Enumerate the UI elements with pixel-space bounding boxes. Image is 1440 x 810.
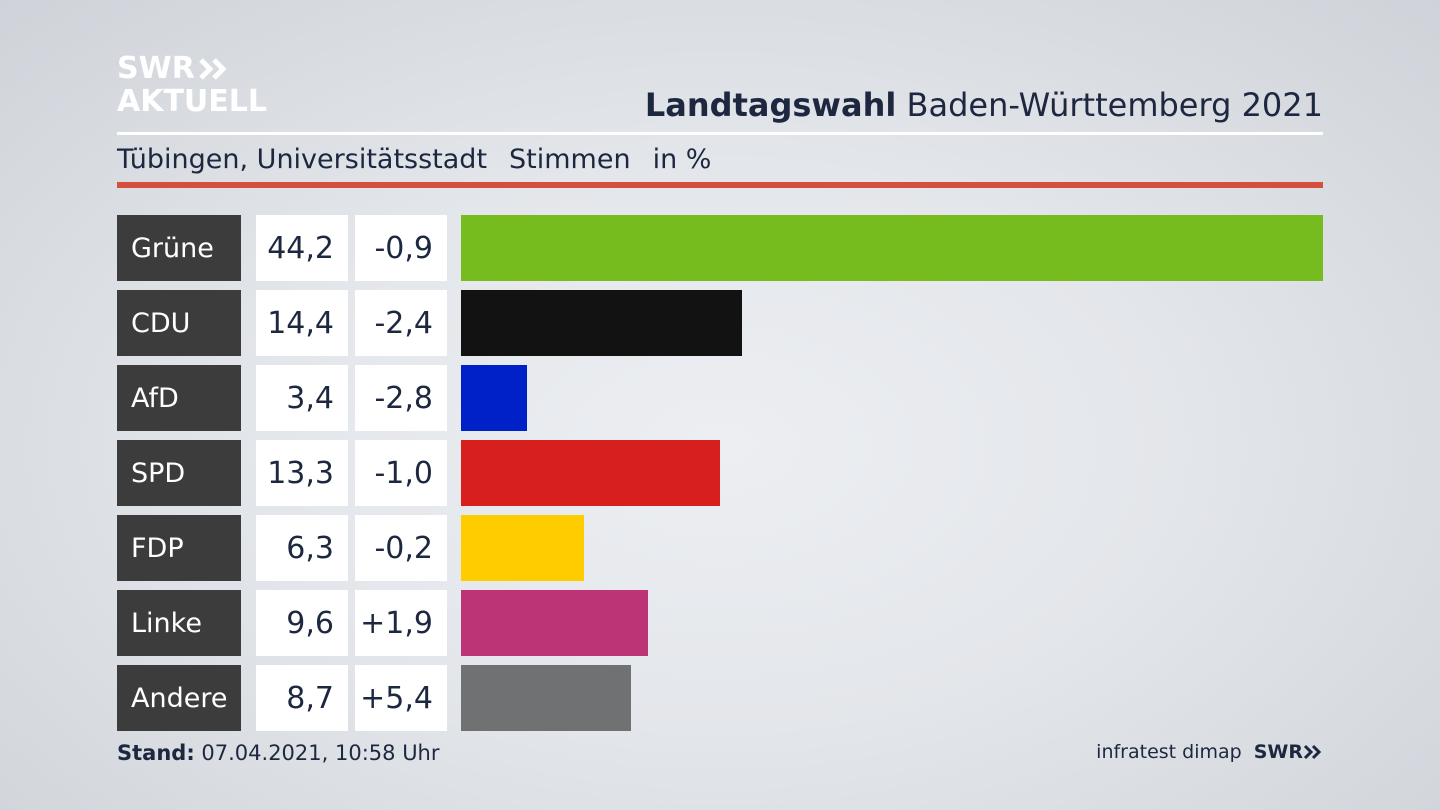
location-label: Tübingen, Universitätsstadt [117, 144, 488, 175]
chart-row: CDU 14,4 -2,4 [117, 290, 1323, 356]
chart-row: FDP 6,3 -0,2 [117, 515, 1323, 581]
diff-label: +5,4 [355, 665, 447, 731]
bar [461, 215, 1323, 281]
swr-aktuell-logo: SWR AKTUELL [117, 52, 267, 118]
swr-footer-logo: SWR [1254, 741, 1323, 763]
source-label: infratest dimap [1096, 741, 1242, 763]
party-label: AfD [117, 365, 241, 431]
bar [461, 365, 527, 431]
diff-label: -1,0 [355, 440, 447, 506]
chart-row: AfD 3,4 -2,8 [117, 365, 1323, 431]
value-label: 3,4 [256, 365, 348, 431]
value-label: 9,6 [256, 590, 348, 656]
bar [461, 515, 584, 581]
accent-divider [117, 182, 1323, 188]
swr-footer-text: SWR [1253, 741, 1303, 763]
chevron-double-right-icon [1303, 744, 1322, 760]
bar [461, 590, 648, 656]
bar [461, 665, 631, 731]
value-label: 8,7 [256, 665, 348, 731]
timestamp: Stand: 07.04.2021, 10:58 Uhr [117, 741, 440, 765]
source-credit: infratest dimap SWR [1096, 741, 1323, 763]
party-label: SPD [117, 440, 241, 506]
party-label: Linke [117, 590, 241, 656]
diff-label: -2,8 [355, 365, 447, 431]
header-divider [117, 132, 1323, 135]
party-label: FDP [117, 515, 241, 581]
chart-row: Linke 9,6 +1,9 [117, 590, 1323, 656]
chart-subtitle: Tübingen, Universitätsstadt Stimmen in % [117, 144, 733, 175]
unit-label: in % [652, 144, 712, 175]
value-label: 6,3 [256, 515, 348, 581]
logo-line1: SWR [117, 51, 195, 86]
logo-line2: AKTUELL [117, 84, 268, 119]
chart-row: Grüne 44,2 -0,9 [117, 215, 1323, 281]
value-label: 13,3 [256, 440, 348, 506]
chart-row: Andere 8,7 +5,4 [117, 665, 1323, 731]
party-label: CDU [117, 290, 241, 356]
stand-label: Stand: [117, 741, 195, 765]
value-label: 44,2 [256, 215, 348, 281]
diff-label: -2,4 [355, 290, 447, 356]
chevron-double-right-icon [199, 57, 227, 80]
stand-value: 07.04.2021, 10:58 Uhr [201, 741, 440, 765]
chart-row: SPD 13,3 -1,0 [117, 440, 1323, 506]
party-label: Grüne [117, 215, 241, 281]
bar [461, 290, 742, 356]
party-label: Andere [117, 665, 241, 731]
title-bold: Landtagswahl [644, 86, 897, 124]
diff-label: -0,9 [355, 215, 447, 281]
diff-label: -0,2 [355, 515, 447, 581]
page-title: Landtagswahl Baden-Württemberg 2021 [645, 86, 1323, 124]
bar [461, 440, 720, 506]
diff-label: +1,9 [355, 590, 447, 656]
measure-label: Stimmen [509, 144, 631, 175]
title-rest: Baden-Württemberg 2021 [906, 86, 1324, 124]
value-label: 14,4 [256, 290, 348, 356]
